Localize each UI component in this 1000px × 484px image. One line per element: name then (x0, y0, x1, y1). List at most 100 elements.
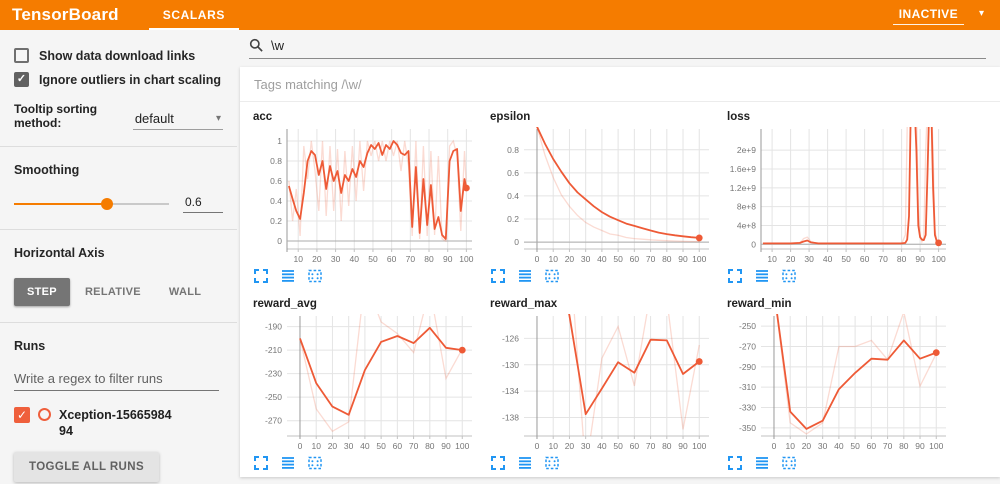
tag-search-row[interactable]: \w (249, 38, 986, 59)
svg-text:30: 30 (331, 254, 341, 264)
svg-text:40: 40 (597, 254, 607, 264)
log-scale-icon[interactable] (517, 268, 533, 284)
svg-text:80: 80 (897, 254, 907, 264)
svg-text:100: 100 (459, 254, 473, 264)
svg-text:90: 90 (678, 254, 688, 264)
chart-title: reward_max (490, 298, 558, 310)
svg-text:20: 20 (328, 441, 338, 451)
log-scale-icon[interactable] (754, 455, 770, 471)
divider (0, 322, 237, 323)
tooltip-sort-value: default (134, 111, 174, 126)
chart-plot[interactable]: -138 -134 -130 -126 0 10 20 30 40 50 60 70 80 90 100 (488, 311, 716, 453)
scalar-chart-card: reward_avg -270 -250 -230 -210 -190 0 10 20 30 40… (251, 298, 488, 472)
svg-text:0.4: 0.4 (270, 196, 282, 206)
axis-wall-button[interactable]: WALL (156, 278, 214, 306)
svg-text:10: 10 (785, 441, 795, 451)
run-color-swatch[interactable] (38, 408, 51, 421)
svg-text:0: 0 (277, 236, 282, 246)
svg-text:50: 50 (613, 441, 623, 451)
charts-grid: acc 0 0.2 0.4 0.6 0.8 1 10 20 30 40 50 60 70 80 90 100 (240, 102, 1000, 472)
svg-text:50: 50 (376, 441, 386, 451)
smoothing-slider[interactable] (14, 198, 169, 210)
chart-title: acc (253, 111, 273, 123)
log-scale-icon[interactable] (754, 268, 770, 284)
download-links-checkbox[interactable]: ✓ (14, 48, 29, 63)
ignore-outliers-checkbox[interactable]: ✓ (14, 72, 29, 87)
smoothing-value[interactable]: 0.6 (183, 195, 223, 213)
svg-text:-230: -230 (265, 369, 282, 379)
chevron-down-icon[interactable]: ▾ (978, 8, 984, 19)
svg-text:40: 40 (350, 254, 360, 264)
scalar-chart-card: acc 0 0.2 0.4 0.6 0.8 1 10 20 30 40 50 60 70 80 90 100 (251, 111, 488, 285)
runs-filter-input[interactable] (14, 371, 219, 391)
status-dropdown[interactable]: INACTIVE (892, 7, 964, 25)
svg-text:0: 0 (751, 239, 756, 249)
svg-text:30: 30 (818, 441, 828, 451)
tag-search-value[interactable]: \w (271, 38, 284, 53)
expand-chart-icon[interactable] (727, 455, 743, 471)
svg-text:90: 90 (915, 254, 925, 264)
svg-text:8e+8: 8e+8 (737, 202, 756, 212)
fit-domain-icon[interactable] (307, 268, 323, 284)
chart-actions (490, 267, 725, 285)
chart-plot[interactable]: -350 -330 -310 -290 -270 -250 0 10 20 30 40 50 60 70 8… (725, 311, 953, 453)
tooltip-sort-select[interactable]: default ▾ (132, 111, 223, 130)
svg-text:20: 20 (786, 254, 796, 264)
tags-matching-header: Tags matching /\w/ (240, 67, 1000, 102)
scalar-chart-card: reward_max -138 -134 -130 -126 0 10 20 30 40 50 60… (488, 298, 725, 472)
svg-text:10: 10 (767, 254, 777, 264)
svg-text:20: 20 (802, 441, 812, 451)
fit-domain-icon[interactable] (544, 268, 560, 284)
svg-text:0.6: 0.6 (507, 168, 519, 178)
svg-text:2e+9: 2e+9 (737, 145, 756, 155)
svg-text:-290: -290 (739, 362, 756, 372)
svg-text:80: 80 (899, 441, 909, 451)
axis-relative-button[interactable]: RELATIVE (72, 278, 154, 306)
chart-plot[interactable]: -270 -250 -230 -210 -190 0 10 20 30 40 50 60 70 80 90 1… (251, 311, 479, 453)
tab-scalars[interactable]: SCALARS (147, 0, 241, 30)
svg-text:60: 60 (387, 254, 397, 264)
axis-step-button[interactable]: STEP (14, 278, 70, 306)
svg-text:30: 30 (581, 254, 591, 264)
svg-text:-350: -350 (739, 423, 756, 433)
sidebar: ✓ Show data download links ✓ Ignore outl… (0, 30, 237, 484)
search-icon (249, 38, 263, 52)
smoothing-slider-thumb[interactable] (101, 198, 113, 210)
smoothing-slider-fill (14, 203, 107, 205)
svg-text:0.2: 0.2 (270, 216, 282, 226)
svg-text:80: 80 (425, 441, 435, 451)
log-scale-icon[interactable] (517, 455, 533, 471)
expand-chart-icon[interactable] (490, 268, 506, 284)
svg-text:100: 100 (455, 441, 469, 451)
svg-text:30: 30 (581, 441, 591, 451)
svg-text:20: 20 (565, 254, 575, 264)
fit-domain-icon[interactable] (781, 268, 797, 284)
log-scale-icon[interactable] (280, 268, 296, 284)
svg-text:-330: -330 (739, 403, 756, 413)
svg-text:0.2: 0.2 (507, 214, 519, 224)
fit-domain-icon[interactable] (544, 455, 560, 471)
fit-domain-icon[interactable] (781, 455, 797, 471)
fit-domain-icon[interactable] (307, 455, 323, 471)
chart-plot[interactable]: 0 0.2 0.4 0.6 0.8 0 10 20 30 40 50 60 70 80 90 100 (488, 124, 716, 266)
run-checkbox[interactable]: ✓ (14, 407, 30, 423)
svg-text:-310: -310 (739, 382, 756, 392)
horizontal-axis-label: Horizontal Axis (14, 246, 105, 260)
svg-text:10: 10 (311, 441, 321, 451)
svg-text:80: 80 (424, 254, 434, 264)
chart-plot[interactable]: 0 0.2 0.4 0.6 0.8 1 10 20 30 40 50 60 70 80 90 100 (251, 124, 479, 266)
expand-chart-icon[interactable] (253, 268, 269, 284)
toggle-all-runs-button[interactable]: TOGGLE ALL RUNS (14, 451, 160, 482)
svg-text:40: 40 (834, 441, 844, 451)
svg-text:1: 1 (277, 136, 282, 146)
expand-chart-icon[interactable] (253, 455, 269, 471)
svg-text:-126: -126 (502, 333, 519, 343)
log-scale-icon[interactable] (280, 455, 296, 471)
svg-text:90: 90 (678, 441, 688, 451)
expand-chart-icon[interactable] (490, 455, 506, 471)
chart-plot[interactable]: 0 4e+8 8e+8 1.2e+9 1.6e+9 2e+9 10 20 30 40 50 60 70 8… (725, 124, 953, 266)
svg-text:60: 60 (867, 441, 877, 451)
svg-text:0.8: 0.8 (507, 145, 519, 155)
svg-text:-130: -130 (502, 360, 519, 370)
expand-chart-icon[interactable] (727, 268, 743, 284)
